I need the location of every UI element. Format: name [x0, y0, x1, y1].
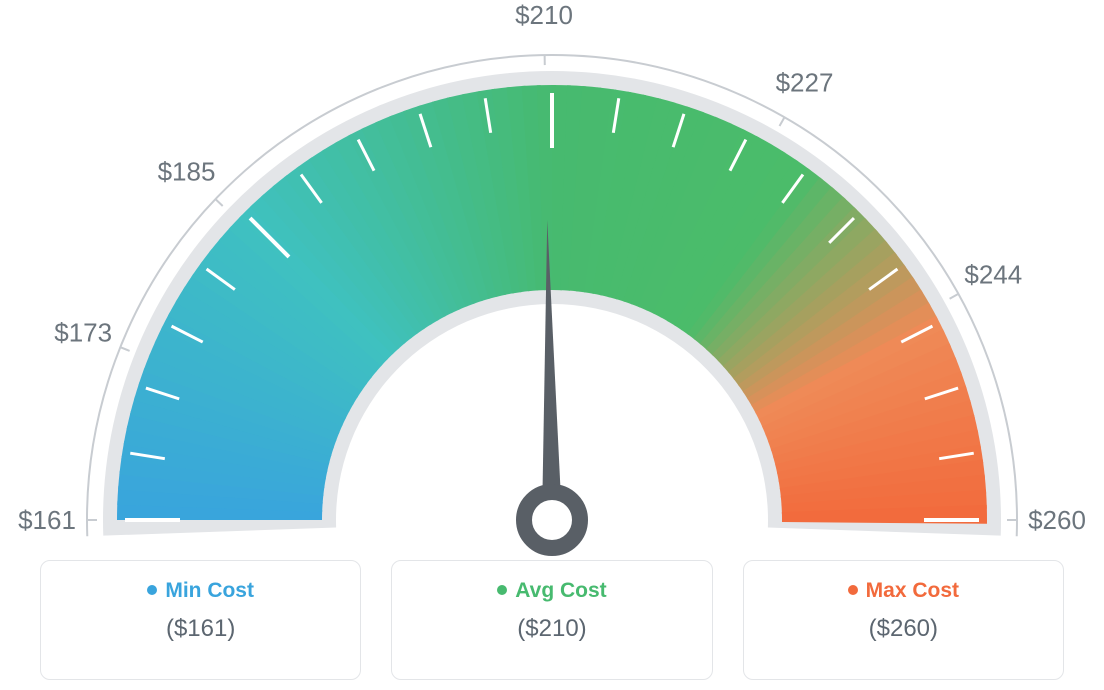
- min-cost-label-text: Min Cost: [165, 579, 254, 602]
- min-dot-icon: [147, 585, 157, 595]
- summary-cards: Min Cost ($161) Avg Cost ($210) Max Cost…: [0, 560, 1104, 680]
- gauge-tick-label: $173: [54, 317, 112, 347]
- max-dot-icon: [848, 585, 858, 595]
- max-cost-label: Max Cost: [754, 579, 1053, 603]
- gauge-tick-label: $210: [515, 0, 573, 30]
- gauge-tick-label: $185: [158, 157, 216, 187]
- min-cost-card: Min Cost ($161): [40, 560, 361, 680]
- max-cost-value: ($260): [754, 615, 1053, 643]
- avg-cost-label: Avg Cost: [402, 579, 701, 603]
- gauge-tick-label: $260: [1028, 505, 1086, 535]
- avg-cost-value: ($210): [402, 615, 701, 643]
- gauge-tick-label: $161: [18, 505, 76, 535]
- max-cost-card: Max Cost ($260): [743, 560, 1064, 680]
- gauge-hub: [524, 492, 580, 548]
- gauge-tick-label: $244: [964, 259, 1022, 289]
- avg-cost-label-text: Avg Cost: [515, 579, 606, 602]
- avg-cost-card: Avg Cost ($210): [391, 560, 712, 680]
- max-cost-label-text: Max Cost: [866, 579, 959, 602]
- gauge-svg: $161 $173 $185 $210 $227 $244 $260: [0, 0, 1104, 560]
- gauge-tick-label: $227: [776, 68, 834, 98]
- avg-dot-icon: [497, 585, 507, 595]
- min-cost-label: Min Cost: [51, 579, 350, 603]
- min-cost-value: ($161): [51, 615, 350, 643]
- cost-gauge-chart: $161 $173 $185 $210 $227 $244 $260 Min Cost ($…: [0, 0, 1104, 690]
